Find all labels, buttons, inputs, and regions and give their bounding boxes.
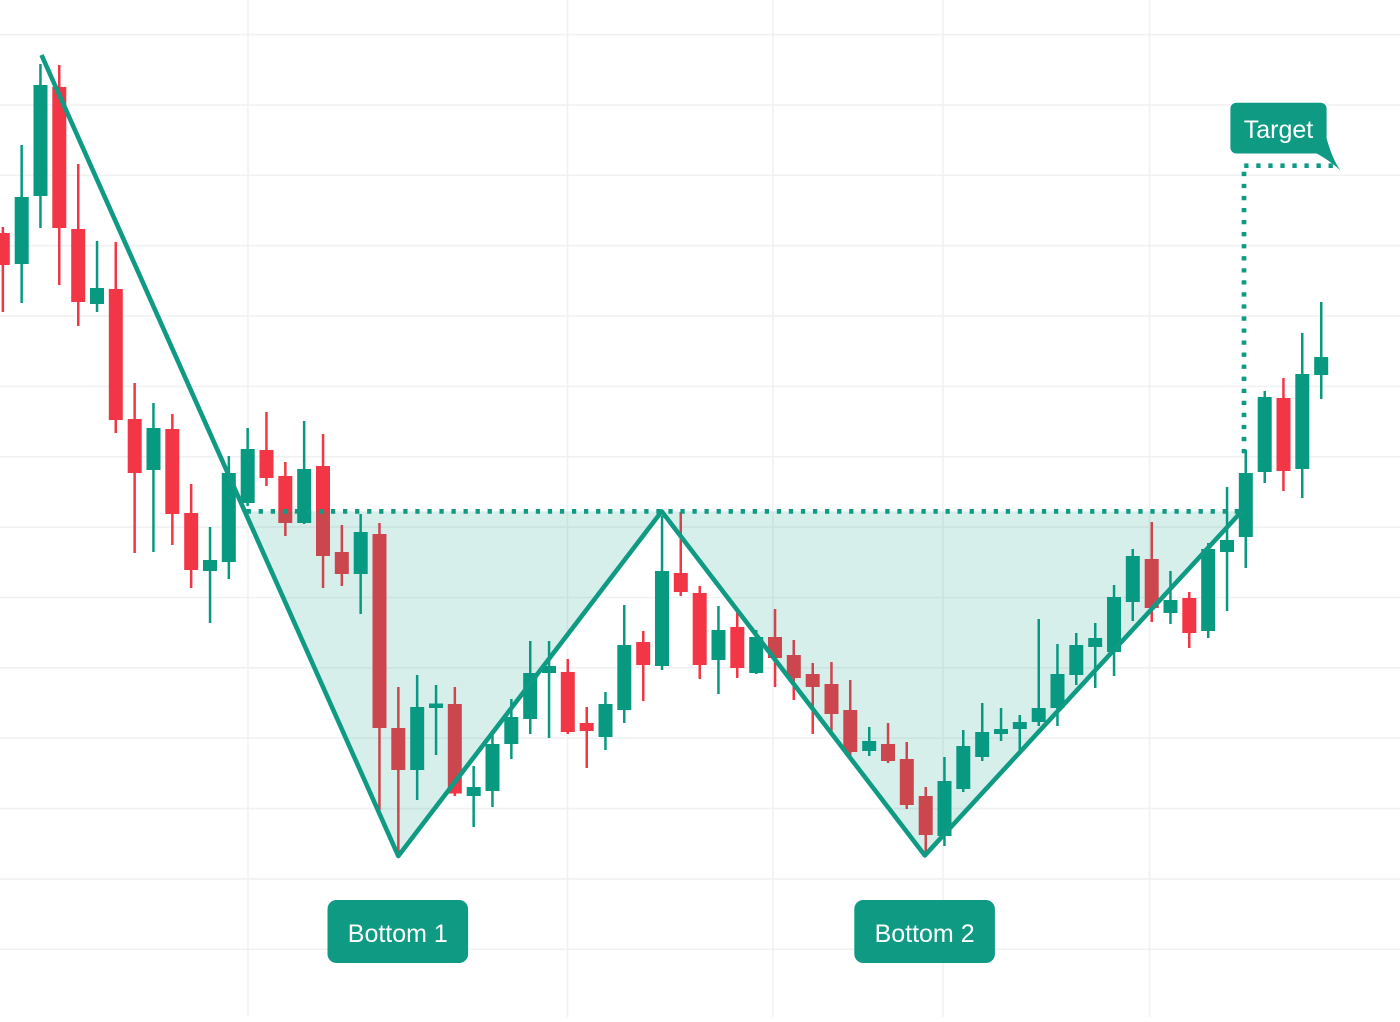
svg-text:Bottom 2: Bottom 2 bbox=[875, 920, 975, 948]
svg-text:Target: Target bbox=[1244, 116, 1314, 144]
svg-text:Bottom 1: Bottom 1 bbox=[348, 920, 448, 948]
